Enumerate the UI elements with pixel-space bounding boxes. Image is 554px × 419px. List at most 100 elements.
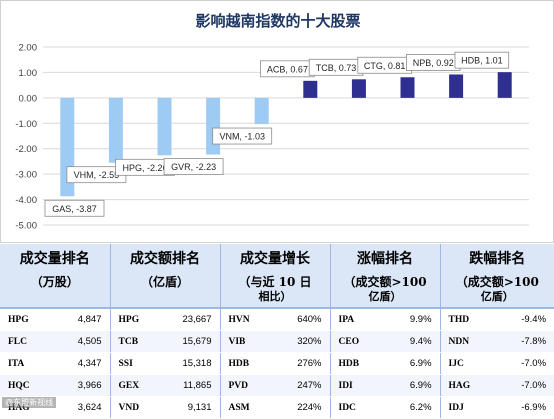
value-cell: 3,966 xyxy=(58,374,110,397)
rankings-table: 成交量排名 （万股） 成交额排名 （亿盾） 成交量增长 （与近 10 日 相比）… xyxy=(0,244,554,419)
value-cell: 9,131 xyxy=(168,396,220,419)
ticker-cell: TCB xyxy=(109,330,168,353)
header-note-cont: 亿盾） xyxy=(480,290,514,303)
value-cell: -7.8% xyxy=(498,330,554,353)
ticker-cell: FLC xyxy=(0,330,58,353)
header-note: （成交额>100 xyxy=(343,275,427,289)
bar-vhm xyxy=(108,97,123,163)
bar-hpg xyxy=(157,97,172,156)
value-cell: 3,624 xyxy=(58,396,110,419)
chart-title: 影响越南指数的十大股票 xyxy=(195,12,361,30)
table-row: ITA 4,347 SSI 15,318 HDB 276% HDB 6.9% IJC -7.0% xyxy=(0,352,554,375)
table-row: HQC 3,966 GEX 11,865 PVD 247% IDI 6.9% HAG -7.0% xyxy=(0,374,554,397)
bar-hdb xyxy=(497,72,512,98)
y-tick-label: -3.00 xyxy=(15,170,37,181)
y-tick-label: -5.00 xyxy=(15,221,37,232)
ticker-cell: IDJ xyxy=(439,396,499,419)
ticker-cell: PVD xyxy=(219,374,278,397)
ticker-cell: THD xyxy=(439,308,499,331)
header-note-cont: 相比） xyxy=(258,290,292,303)
ticker-cell: IDI xyxy=(329,374,388,397)
value-cell: -9.4% xyxy=(498,308,554,331)
chart-panel: 影响越南指数的十大股票 2.00 1.00 0.00 -1.00 -2.00 -3.00 -… xyxy=(0,0,554,243)
header-note: （成交额>100 xyxy=(455,275,539,289)
ticker-cell: IDC xyxy=(329,396,388,419)
bar-tcb xyxy=(351,79,366,98)
value-cell: 640% xyxy=(278,308,330,331)
ticker-cell: ASM xyxy=(219,396,278,419)
value-cell: 9.9% xyxy=(388,308,441,331)
ticker-cell: HQC xyxy=(0,374,58,397)
value-cell: 4,847 xyxy=(58,308,110,331)
header-unit: （亿盾） xyxy=(140,275,189,289)
header-note: （与近 10 日 xyxy=(238,275,312,289)
ticker-cell: VND xyxy=(109,396,168,419)
y-tick-label: 0.00 xyxy=(19,93,38,104)
value-cell: 6.9% xyxy=(388,352,441,375)
ticker-cell: IJC xyxy=(439,352,499,375)
data-label-box xyxy=(212,127,273,145)
header-unit: （万股） xyxy=(30,275,79,289)
ticker-cell: GEX xyxy=(109,374,168,397)
value-cell: 247% xyxy=(278,374,330,397)
value-cell: 4,347 xyxy=(58,352,110,375)
value-cell: -7.0% xyxy=(498,374,554,397)
value-cell: 6.2% xyxy=(388,396,441,419)
value-cell: 276% xyxy=(278,352,330,375)
value-cell: 4,505 xyxy=(58,330,110,353)
bar-ctg xyxy=(400,77,415,98)
ticker-cell: HDB xyxy=(219,352,278,375)
data-label: GAS, -3.87 xyxy=(52,204,97,214)
ticker-cell: VIB xyxy=(219,330,278,353)
ticker-cell: ITA xyxy=(0,352,58,375)
value-cell: 9.4% xyxy=(388,330,441,353)
data-label-box xyxy=(44,199,105,217)
data-label: VNM, -1.03 xyxy=(219,132,265,142)
value-cell: 15,318 xyxy=(168,352,220,375)
y-tick-label: -4.00 xyxy=(15,195,37,206)
ticker-cell: HPG xyxy=(0,308,58,331)
bar-gvr xyxy=(206,97,221,155)
ticker-cell: HDB xyxy=(329,352,388,375)
data-label: HDB, 1.01 xyxy=(461,56,503,66)
bar-chart: 2.00 1.00 0.00 -1.00 -2.00 -3.00 -4.00 -5.00 GAS… xyxy=(15,43,529,232)
header-label: 成交量增长 xyxy=(240,251,310,267)
header-label: 成交额排名 xyxy=(130,251,200,267)
data-label: CTG, 0.81 xyxy=(364,61,406,71)
ticker-cell: CEO xyxy=(329,330,388,353)
header-volume-growth: 成交量增长 （与近 10 日 相比） xyxy=(219,244,330,309)
value-cell: -6.9% xyxy=(498,396,554,419)
data-label: TCB, 0.73 xyxy=(316,63,357,73)
value-cell: 224% xyxy=(278,396,330,419)
data-label: ACB, 0.67 xyxy=(267,64,308,74)
data-label-box xyxy=(454,51,510,69)
data-label-box xyxy=(163,158,224,175)
header-label: 成交量排名 xyxy=(19,251,90,267)
header-gainers-rank: 涨幅排名 （成交额>100 亿盾） xyxy=(329,244,441,309)
y-tick-label: -1.00 xyxy=(15,119,37,130)
header-volume-rank: 成交量排名 （万股） xyxy=(0,244,110,309)
value-cell: 23,667 xyxy=(168,308,220,331)
value-cell: -7.0% xyxy=(498,352,554,375)
header-losers-rank: 跌幅排名 （成交额>100 亿盾） xyxy=(439,244,554,309)
value-cell: 6.9% xyxy=(388,374,441,397)
table-body: HPG 4,847 HPG 23,667 HVN 640% IPA 9.9% THD -9.4% F… xyxy=(0,308,554,419)
y-tick-label: 1.00 xyxy=(19,68,38,79)
header-turnover-rank: 成交额排名 （亿盾） xyxy=(109,244,220,309)
ticker-cell: HAG xyxy=(439,374,499,397)
header-label: 涨幅排名 xyxy=(357,251,413,267)
ticker-cell: HVN xyxy=(219,308,278,331)
header-label: 跌幅排名 xyxy=(469,251,526,267)
value-cell: 15,679 xyxy=(168,330,220,353)
data-label: NPB, 0.92 xyxy=(413,58,454,68)
y-tick-label: 2.00 xyxy=(19,43,38,54)
ticker-cell: NDN xyxy=(439,330,499,353)
bar-npb xyxy=(449,74,464,98)
value-cell: 11,865 xyxy=(168,374,220,397)
bar-acb xyxy=(303,80,318,98)
table-row: FLC 4,505 TCB 15,679 VIB 320% CEO 9.4% NDN -7.8% xyxy=(0,330,554,353)
header-note-cont: 亿盾） xyxy=(368,290,402,303)
rankings-table-panel: 成交量排名 （万股） 成交额排名 （亿盾） 成交量增长 （与近 10 日 相比）… xyxy=(0,244,554,419)
ticker-cell: IPA xyxy=(329,308,388,331)
